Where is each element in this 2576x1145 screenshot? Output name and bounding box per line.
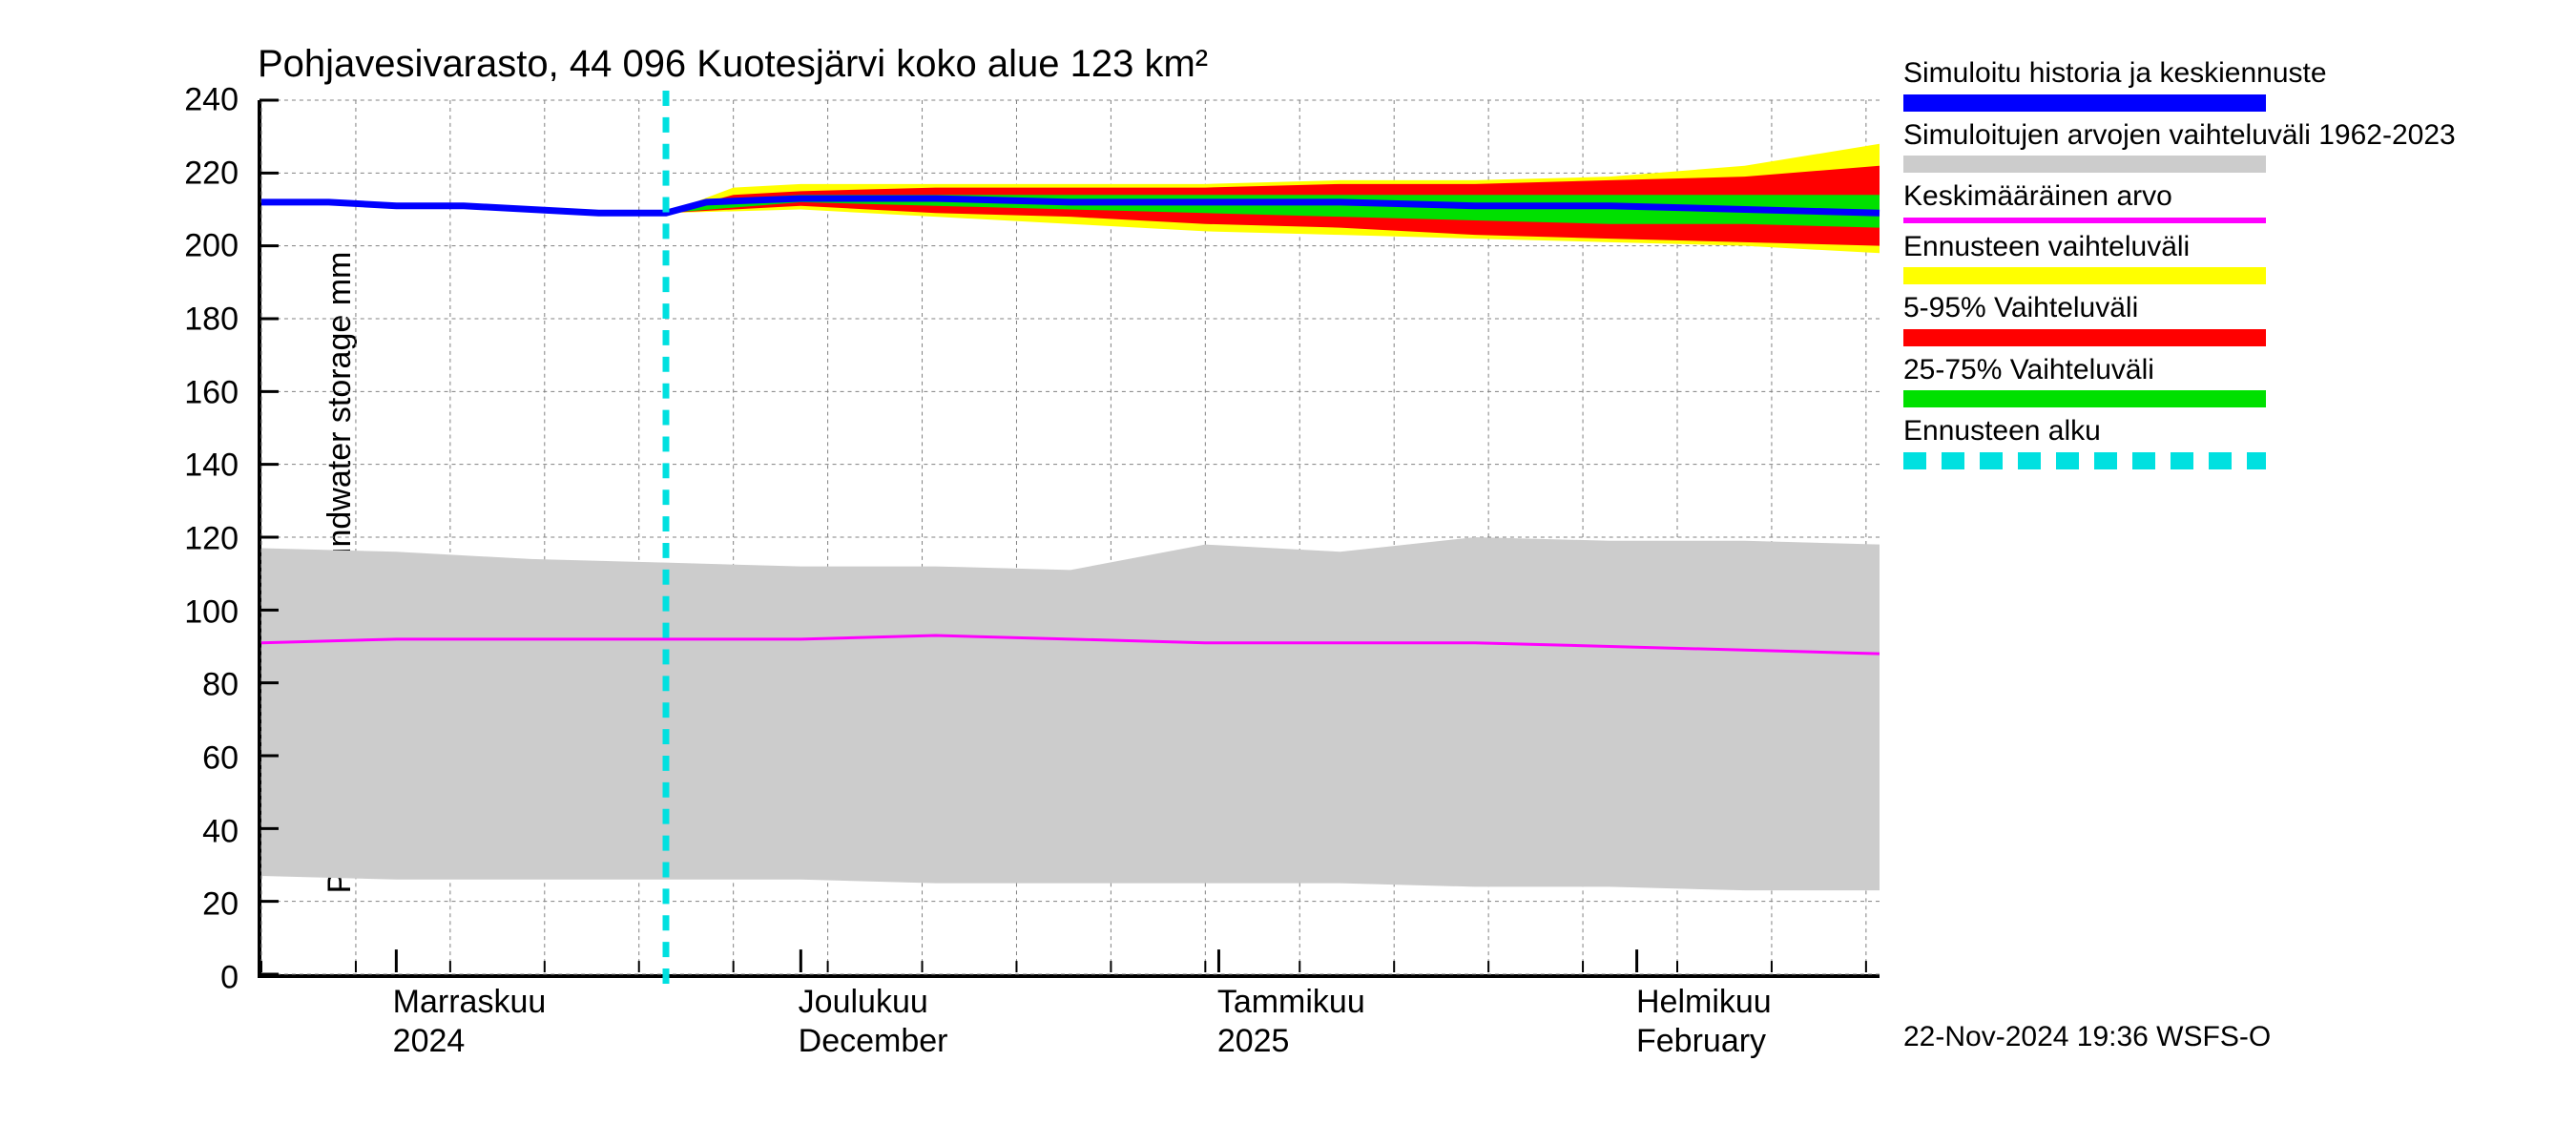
legend-label: Simuloitujen arvojen vaihteluväli 1962-2… <box>1903 119 2571 153</box>
x-tick-label: HelmikuuFebruary <box>1636 983 1772 1061</box>
y-axis-ticks: 0 20 40 60 80 100 120 140 160 180 200 220 240 <box>134 10 239 1135</box>
y-tick-label: 140 <box>134 448 239 485</box>
groundwater-chart: Pohjavesivarasto / Groundwater storage m… <box>10 10 2566 1135</box>
chart-title: Pohjavesivarasto, 44 096 Kuotesjärvi kok… <box>258 43 1208 86</box>
legend-item: Simuloitujen arvojen vaihteluväli 1962-2… <box>1903 119 2571 174</box>
legend-label: Ennusteen alku <box>1903 415 2571 448</box>
legend-swatch <box>1903 218 2266 223</box>
legend-item: Simuloitu historia ja keskiennuste <box>1903 57 2571 112</box>
legend-item: 25-75% Vaihteluväli <box>1903 354 2571 408</box>
legend-label: 25-75% Vaihteluväli <box>1903 354 2571 387</box>
legend: Simuloitu historia ja keskiennuste Simulo… <box>1903 57 2571 477</box>
legend-label: 5-95% Vaihteluväli <box>1903 292 2571 325</box>
legend-item: 5-95% Vaihteluväli <box>1903 292 2571 346</box>
legend-label: Keskimääräinen arvo <box>1903 180 2571 214</box>
legend-swatch <box>1903 156 2266 173</box>
y-tick-label: 100 <box>134 593 239 631</box>
legend-label: Ennusteen vaihteluväli <box>1903 231 2571 264</box>
y-tick-label: 0 <box>134 960 239 997</box>
y-tick-label: 240 <box>134 82 239 119</box>
x-tick-label: JoulukuuDecember <box>799 983 948 1061</box>
y-tick-label: 160 <box>134 374 239 411</box>
y-tick-label: 200 <box>134 228 239 265</box>
plot-area <box>258 100 1880 978</box>
legend-swatch <box>1903 329 2266 346</box>
legend-swatch <box>1903 94 2266 112</box>
x-tick-label: Tammikuu2025 <box>1217 983 1365 1061</box>
y-tick-label: 40 <box>134 813 239 850</box>
y-tick-label: 120 <box>134 521 239 558</box>
legend-swatch <box>1903 452 2266 469</box>
y-tick-label: 80 <box>134 667 239 704</box>
x-tick-label: Marraskuu2024 <box>393 983 547 1061</box>
y-tick-label: 60 <box>134 740 239 778</box>
y-tick-label: 220 <box>134 155 239 192</box>
footer-timestamp: 22-Nov-2024 19:36 WSFS-O <box>1903 1021 2271 1053</box>
legend-item: Ennusteen alku <box>1903 415 2571 469</box>
legend-item: Keskimääräinen arvo <box>1903 180 2571 223</box>
legend-swatch <box>1903 267 2266 284</box>
plot-svg <box>261 100 1880 974</box>
y-tick-label: 20 <box>134 886 239 924</box>
legend-swatch <box>1903 390 2266 407</box>
legend-label: Simuloitu historia ja keskiennuste <box>1903 57 2571 91</box>
y-tick-label: 180 <box>134 302 239 339</box>
legend-item: Ennusteen vaihteluväli <box>1903 231 2571 285</box>
